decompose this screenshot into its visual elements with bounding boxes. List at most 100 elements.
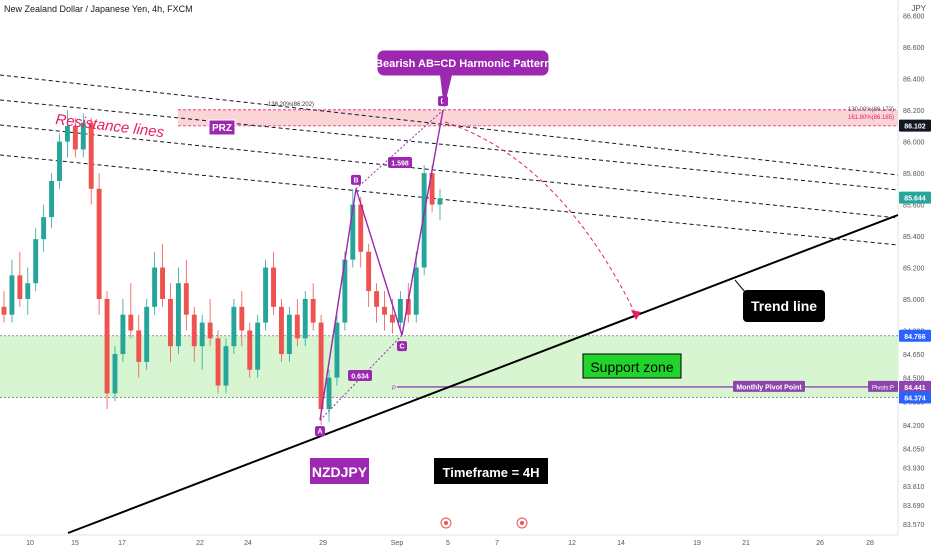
candle (310, 283, 316, 331)
candle-body (263, 267, 269, 323)
candle (17, 251, 23, 307)
y-tick-label: 84.500 (903, 376, 925, 383)
candle-body (57, 141, 62, 181)
resistance-line (0, 124, 899, 219)
pattern-point-c: C (397, 341, 407, 352)
price-tag-bg (899, 380, 931, 393)
candle-body (421, 173, 427, 268)
candle (144, 298, 150, 370)
candle-body (247, 330, 253, 370)
prz-label-text: PRZ (212, 123, 232, 134)
candle-body (128, 314, 134, 331)
candle-body (350, 204, 356, 260)
trend-line (67, 214, 899, 534)
candle (33, 228, 39, 292)
candle-body (382, 306, 387, 315)
y-tick-label: 86.600 (903, 45, 925, 52)
y-tick-label: 86.400 (903, 77, 925, 84)
x-tick-label: 17 (118, 540, 126, 547)
candle (128, 283, 134, 339)
pivot-marker: P (392, 386, 396, 392)
candle (247, 322, 253, 378)
price-tag-bg (899, 191, 931, 204)
pivot-label: Monthly Pivot Point (733, 380, 805, 392)
event-marker-dot (444, 521, 448, 525)
prz-label: PRZ (208, 119, 236, 136)
candle (374, 283, 380, 323)
candle-body (112, 354, 118, 394)
price-tag: 86.102 (899, 119, 931, 132)
y-tick-label: 85.200 (903, 266, 925, 273)
candle-body (33, 239, 39, 284)
candle-body (80, 122, 86, 150)
pattern-point-bg (351, 174, 361, 185)
trend-label-bg (743, 290, 825, 322)
ratio-label-ac: 0.634 (348, 370, 372, 381)
ratio-label-bd: 1.598 (388, 157, 412, 168)
candle-body (175, 283, 181, 347)
price-tag-text: 86.102 (904, 124, 926, 131)
candle (263, 259, 269, 331)
candle-body (278, 306, 284, 355)
candle (413, 251, 419, 323)
x-tick-label: 21 (742, 540, 750, 547)
y-tick-label: 86.800 (903, 14, 925, 21)
candle (57, 133, 62, 189)
pattern-point-label: C (399, 344, 404, 351)
candle-body (104, 298, 110, 394)
support-label-bg (582, 353, 682, 379)
candle-body (318, 322, 324, 410)
ratio-text: 1.598 (391, 161, 409, 168)
candle-body (207, 322, 213, 339)
candle-body (334, 322, 340, 378)
candle-body (49, 180, 55, 218)
candle (255, 314, 261, 378)
candle (120, 298, 126, 362)
candle-body (437, 198, 443, 205)
event-marker (516, 517, 528, 529)
candle-body (374, 291, 380, 307)
pivot-label-bg (733, 380, 805, 392)
candle-body (405, 298, 411, 315)
y-tick-label: 86.200 (903, 108, 925, 115)
candle (175, 267, 181, 355)
pattern-point-label: A (317, 429, 322, 436)
x-tick-label: 12 (568, 540, 576, 547)
candle (199, 314, 205, 370)
x-tick-label: 28 (866, 540, 874, 547)
candle-body (397, 298, 403, 323)
resistance-lines-label: Resistance lines (55, 111, 166, 141)
candle-body (191, 314, 197, 347)
candle-body (358, 204, 364, 252)
x-tick-label: 26 (816, 540, 824, 547)
resistance-line (0, 74, 899, 176)
candle (49, 173, 55, 229)
trend-label-text: Trend line (751, 298, 817, 314)
price-tag-bg (899, 119, 931, 132)
candle-body (183, 283, 189, 315)
pattern-title-text: Bearish AB=CD Harmonic Pattern (375, 58, 551, 70)
timeframe-label-bg (434, 458, 548, 484)
candle-body (199, 322, 205, 347)
candle (231, 298, 237, 355)
candle-body (294, 314, 300, 339)
pattern-point-label: B (353, 177, 358, 184)
currency-label: JPY (911, 4, 926, 13)
price-tag: 84.374 (899, 391, 931, 404)
candle-body (136, 330, 142, 362)
candle-body (144, 306, 150, 362)
candle (382, 291, 387, 331)
candle-body (429, 173, 435, 205)
pattern-title-pointer (440, 75, 452, 108)
candle (342, 251, 348, 331)
candle (437, 188, 443, 221)
y-tick-label: 84.200 (903, 423, 925, 430)
candle-body (239, 306, 245, 331)
pattern-title-callout: Bearish AB=CD Harmonic Pattern (375, 49, 551, 108)
candle (294, 298, 300, 347)
bd-ratio-line (355, 109, 444, 190)
candle-body (120, 314, 126, 355)
candle-body (215, 338, 221, 386)
x-tick-label: 29 (319, 540, 327, 547)
